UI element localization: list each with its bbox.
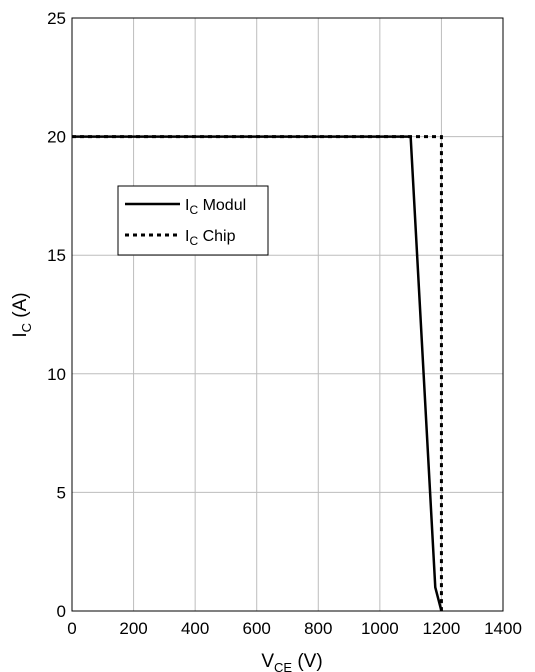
x-axis-label-subscript: CE [274, 660, 292, 672]
x-tick-label: 800 [304, 619, 332, 638]
y-tick-label: 0 [57, 602, 66, 621]
x-tick-label: 400 [181, 619, 209, 638]
y-tick-labels: 0 5 10 15 20 25 [47, 9, 66, 621]
x-tick-label: 200 [119, 619, 147, 638]
x-axis-label: VCE (V) [261, 651, 322, 672]
x-tick-label: 1000 [361, 619, 399, 638]
x-tick-label: 1200 [423, 619, 461, 638]
plot-frame [71, 17, 504, 612]
x-tick-labels: 0 200 400 600 800 1000 1200 1400 [67, 619, 522, 638]
x-tick-label: 600 [243, 619, 271, 638]
y-axis-label-subscript: C [19, 323, 34, 332]
y-tick-label: 5 [57, 483, 66, 502]
y-tick-label: 15 [47, 246, 66, 265]
legend: IC Modul IC Chip [117, 185, 269, 256]
grid [71, 17, 504, 612]
y-axis-label: IC (A) [10, 292, 34, 337]
legend-label-modul: IC Modul [185, 197, 246, 217]
series-group [72, 135, 443, 612]
x-tick-label: 1400 [484, 619, 522, 638]
y-tick-label: 25 [47, 9, 66, 28]
legend-box [117, 185, 269, 256]
series-line-chip [72, 135, 443, 611]
x-tick-label: 0 [67, 619, 76, 638]
y-tick-label: 20 [47, 128, 66, 147]
y-tick-label: 10 [47, 365, 66, 384]
legend-label-chip: IC Chip [185, 228, 236, 248]
